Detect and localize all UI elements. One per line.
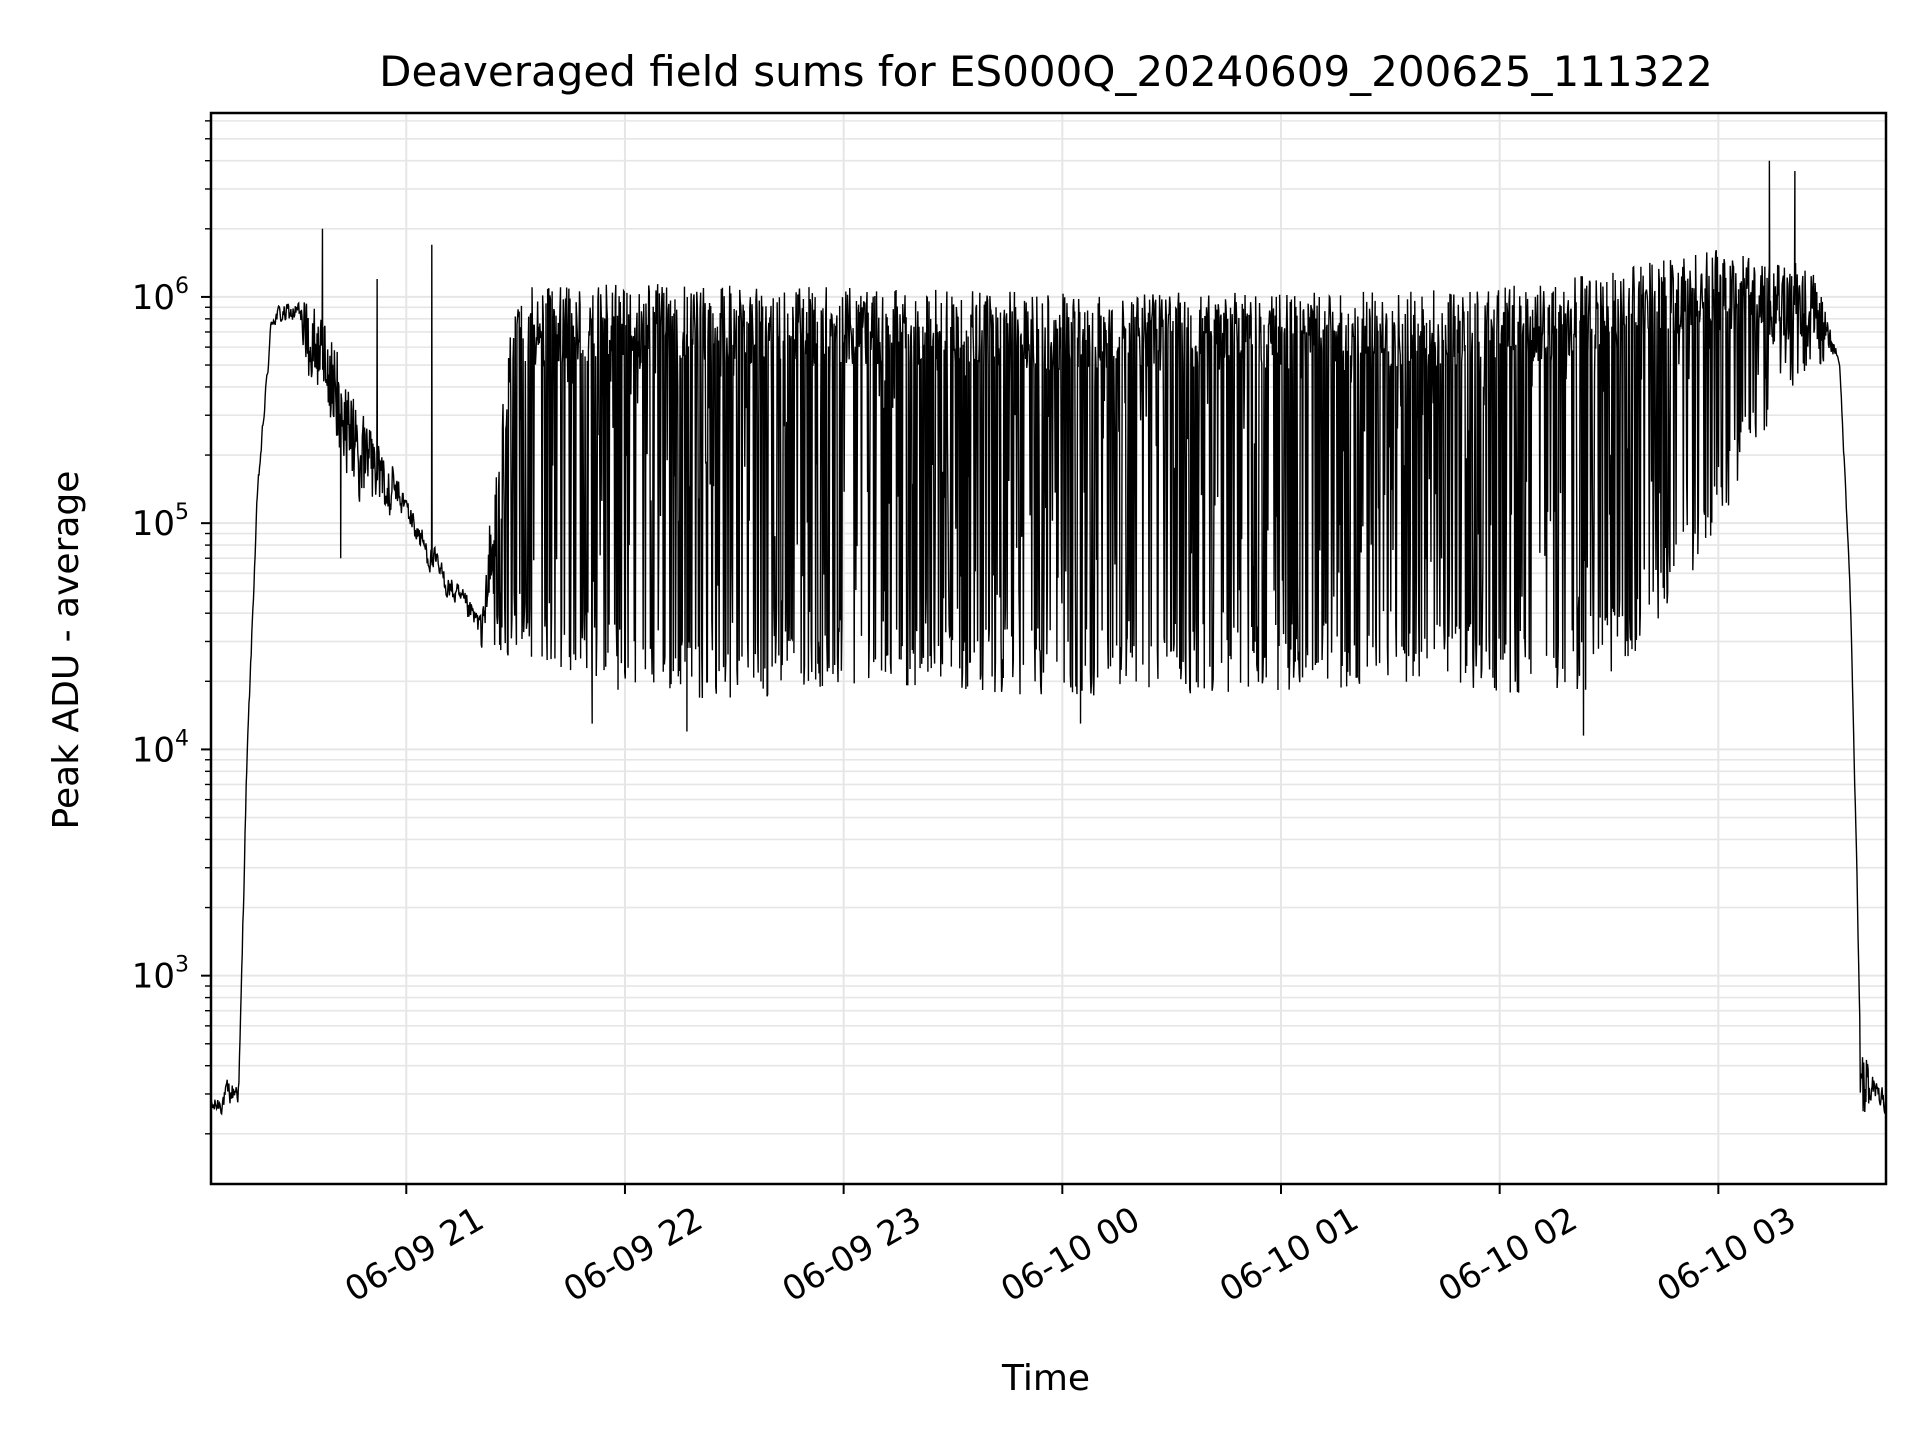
plot-area: [210, 160, 1887, 1116]
y-axis-ticks: 103 104 105 106: [132, 120, 211, 1135]
series-line: [210, 160, 1887, 1116]
y-tick-label: 103: [132, 953, 189, 997]
y-tick-label: 106: [132, 274, 189, 318]
x-axis-label: Time: [1001, 1358, 1090, 1399]
y-tick-label: 104: [132, 726, 189, 770]
axes-frame: [209, 111, 1888, 1186]
y-tick-label: 105: [132, 500, 189, 544]
chart-title: Deaveraged field sums for ES000Q_2024060…: [379, 47, 1713, 96]
y-axis-label: Peak ADU - average: [46, 471, 87, 830]
